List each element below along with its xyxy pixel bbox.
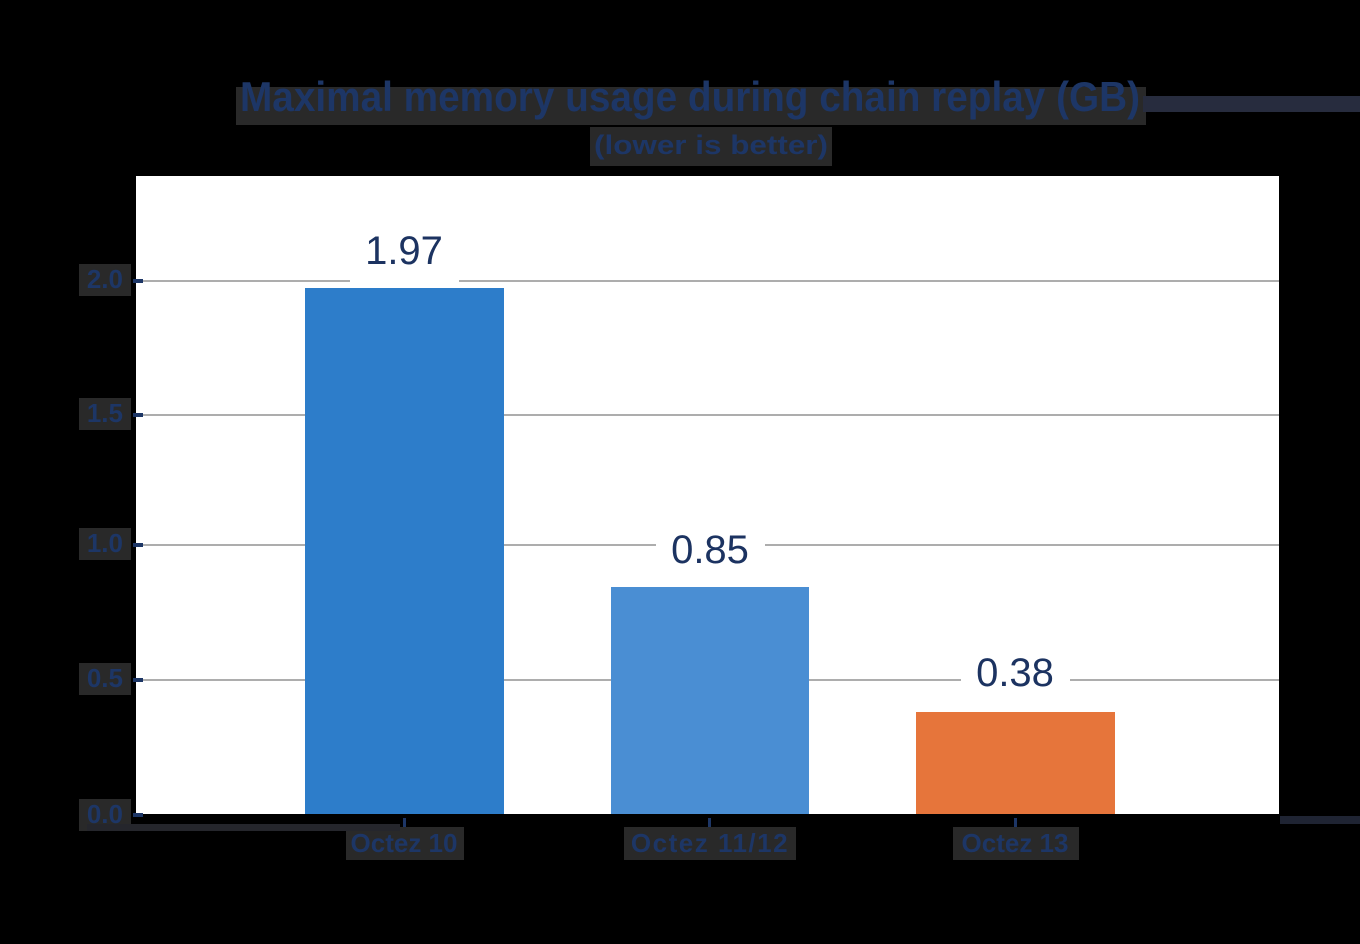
plot-area: 1.97 0.85 0.38 bbox=[136, 176, 1279, 814]
band-bottom-right bbox=[1280, 816, 1360, 824]
gridline-2.0 bbox=[136, 280, 1279, 282]
ytick-label-0.0: 0.0 bbox=[86, 799, 123, 829]
xtick-mark-3 bbox=[1014, 818, 1017, 827]
bar-octez-11-12 bbox=[611, 587, 809, 814]
ytick-label-0.5: 0.5 bbox=[86, 663, 123, 693]
title-halo bbox=[236, 87, 1146, 125]
xtick-label-halo-3 bbox=[953, 827, 1079, 860]
xtick-label-halo-2 bbox=[624, 827, 796, 860]
gridline-1.5 bbox=[136, 414, 1279, 416]
value-label-bg-3 bbox=[961, 648, 1070, 710]
chart-subtitle-text: (lower is better) bbox=[593, 130, 829, 160]
ytick-mark-1.5 bbox=[133, 413, 143, 417]
ytick-label-1.5: 1.5 bbox=[86, 398, 123, 428]
ytick-mark-0.5 bbox=[133, 678, 143, 682]
band-bottom-left bbox=[87, 824, 400, 831]
value-label-bg-1 bbox=[350, 223, 459, 285]
value-label-2: 0.85 bbox=[671, 528, 749, 572]
xtick-label-octez-11-12: Octez 11/12 bbox=[630, 828, 790, 858]
chart-title: Maximal memory usage during chain replay… bbox=[202, 76, 1178, 118]
ytick-label-1.0: 1.0 bbox=[86, 528, 123, 558]
ytick-halo-2.0 bbox=[79, 264, 131, 296]
bar-octez-10 bbox=[305, 288, 504, 814]
ytick-halo-1.0 bbox=[79, 528, 131, 560]
xtick-mark-2 bbox=[708, 818, 711, 827]
ytick-halo-0.5 bbox=[79, 663, 131, 695]
ytick-mark-0.0 bbox=[133, 813, 143, 817]
chart-title-text: Maximal memory usage during chain replay… bbox=[240, 73, 1140, 120]
value-label-3: 0.38 bbox=[976, 651, 1054, 695]
xtick-mark-1 bbox=[403, 818, 406, 827]
ytick-mark-2.0 bbox=[133, 279, 143, 283]
ytick-halo-1.5 bbox=[79, 398, 131, 430]
subtitle-halo bbox=[590, 127, 832, 166]
xtick-label-halo-1 bbox=[346, 827, 464, 860]
xtick-label-octez-10: Octez 10 bbox=[350, 828, 458, 858]
ytick-mark-1.0 bbox=[133, 543, 143, 547]
value-label-bg-2 bbox=[656, 523, 765, 585]
bar-octez-13 bbox=[916, 712, 1115, 814]
chart-subtitle: (lower is better) bbox=[594, 132, 828, 159]
xtick-label-octez-13: Octez 13 bbox=[961, 828, 1069, 858]
band-title-right bbox=[1143, 96, 1360, 112]
ytick-label-2.0: 2.0 bbox=[86, 264, 123, 294]
value-label-1: 1.97 bbox=[365, 229, 443, 273]
